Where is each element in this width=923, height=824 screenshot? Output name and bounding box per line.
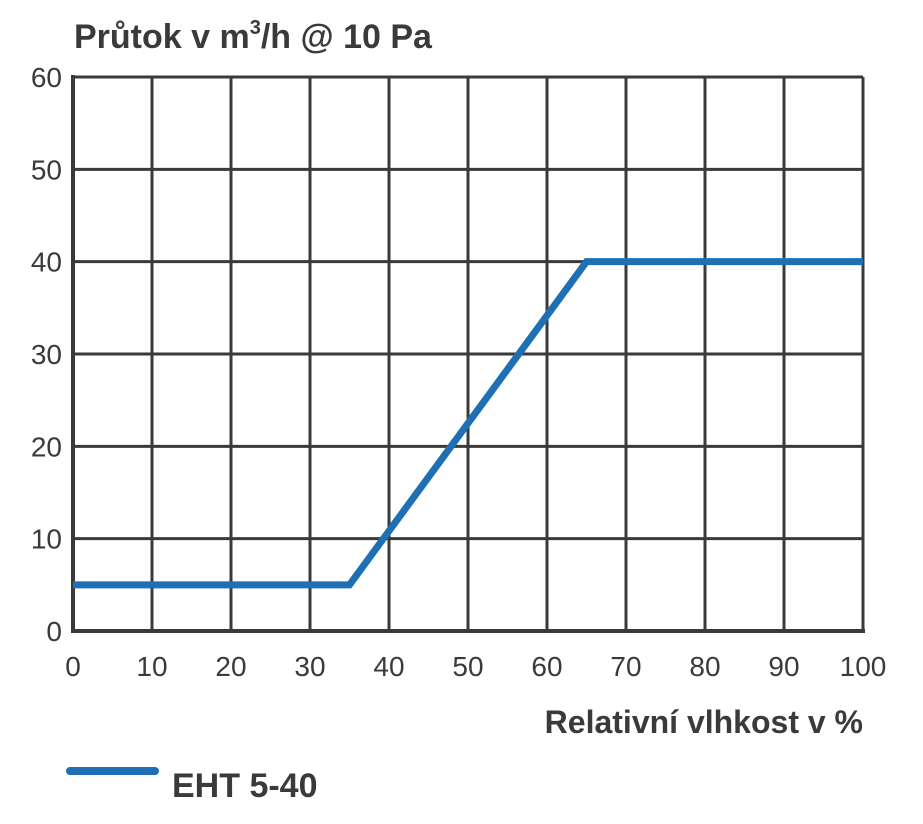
axes [71,75,865,633]
y-tick-label: 20 [31,431,62,462]
y-tick-label: 40 [31,247,62,278]
y-axis-title-rest: /h @ 10 Pa [261,18,433,56]
y-tick-labels: 0 10 20 30 40 50 60 [31,62,62,647]
x-tick-label: 20 [215,651,246,682]
x-axis-title: Relativní vlhkost v % [545,704,863,740]
y-axis-title-superscript: 3 [250,17,261,39]
y-tick-label: 30 [31,339,62,370]
x-tick-label: 70 [610,651,641,682]
series-line [73,258,863,589]
x-tick-label: 10 [136,651,167,682]
x-tick-label: 40 [373,651,404,682]
grid [71,75,865,633]
x-tick-label: 30 [294,651,325,682]
x-tick-label: 90 [768,651,799,682]
y-tick-label: 10 [31,524,62,555]
x-tick-label: 80 [689,651,720,682]
y-axis-title: Průtok v m3/h @ 10 Pa [74,17,433,56]
y-axis-title-main: Průtok v m [74,18,250,56]
legend: EHT 5-40 [66,767,318,805]
y-tick-label: 60 [31,62,62,93]
y-tick-label: 50 [31,154,62,185]
x-tick-labels: 0 10 20 30 40 50 60 70 80 90 100 [65,651,886,682]
x-tick-label: 0 [65,651,81,682]
x-tick-label: 60 [531,651,562,682]
x-tick-label: 100 [840,651,887,682]
y-tick-label: 0 [46,616,62,647]
x-tick-label: 50 [452,651,483,682]
series-group [73,258,863,589]
legend-label: EHT 5-40 [172,767,318,805]
